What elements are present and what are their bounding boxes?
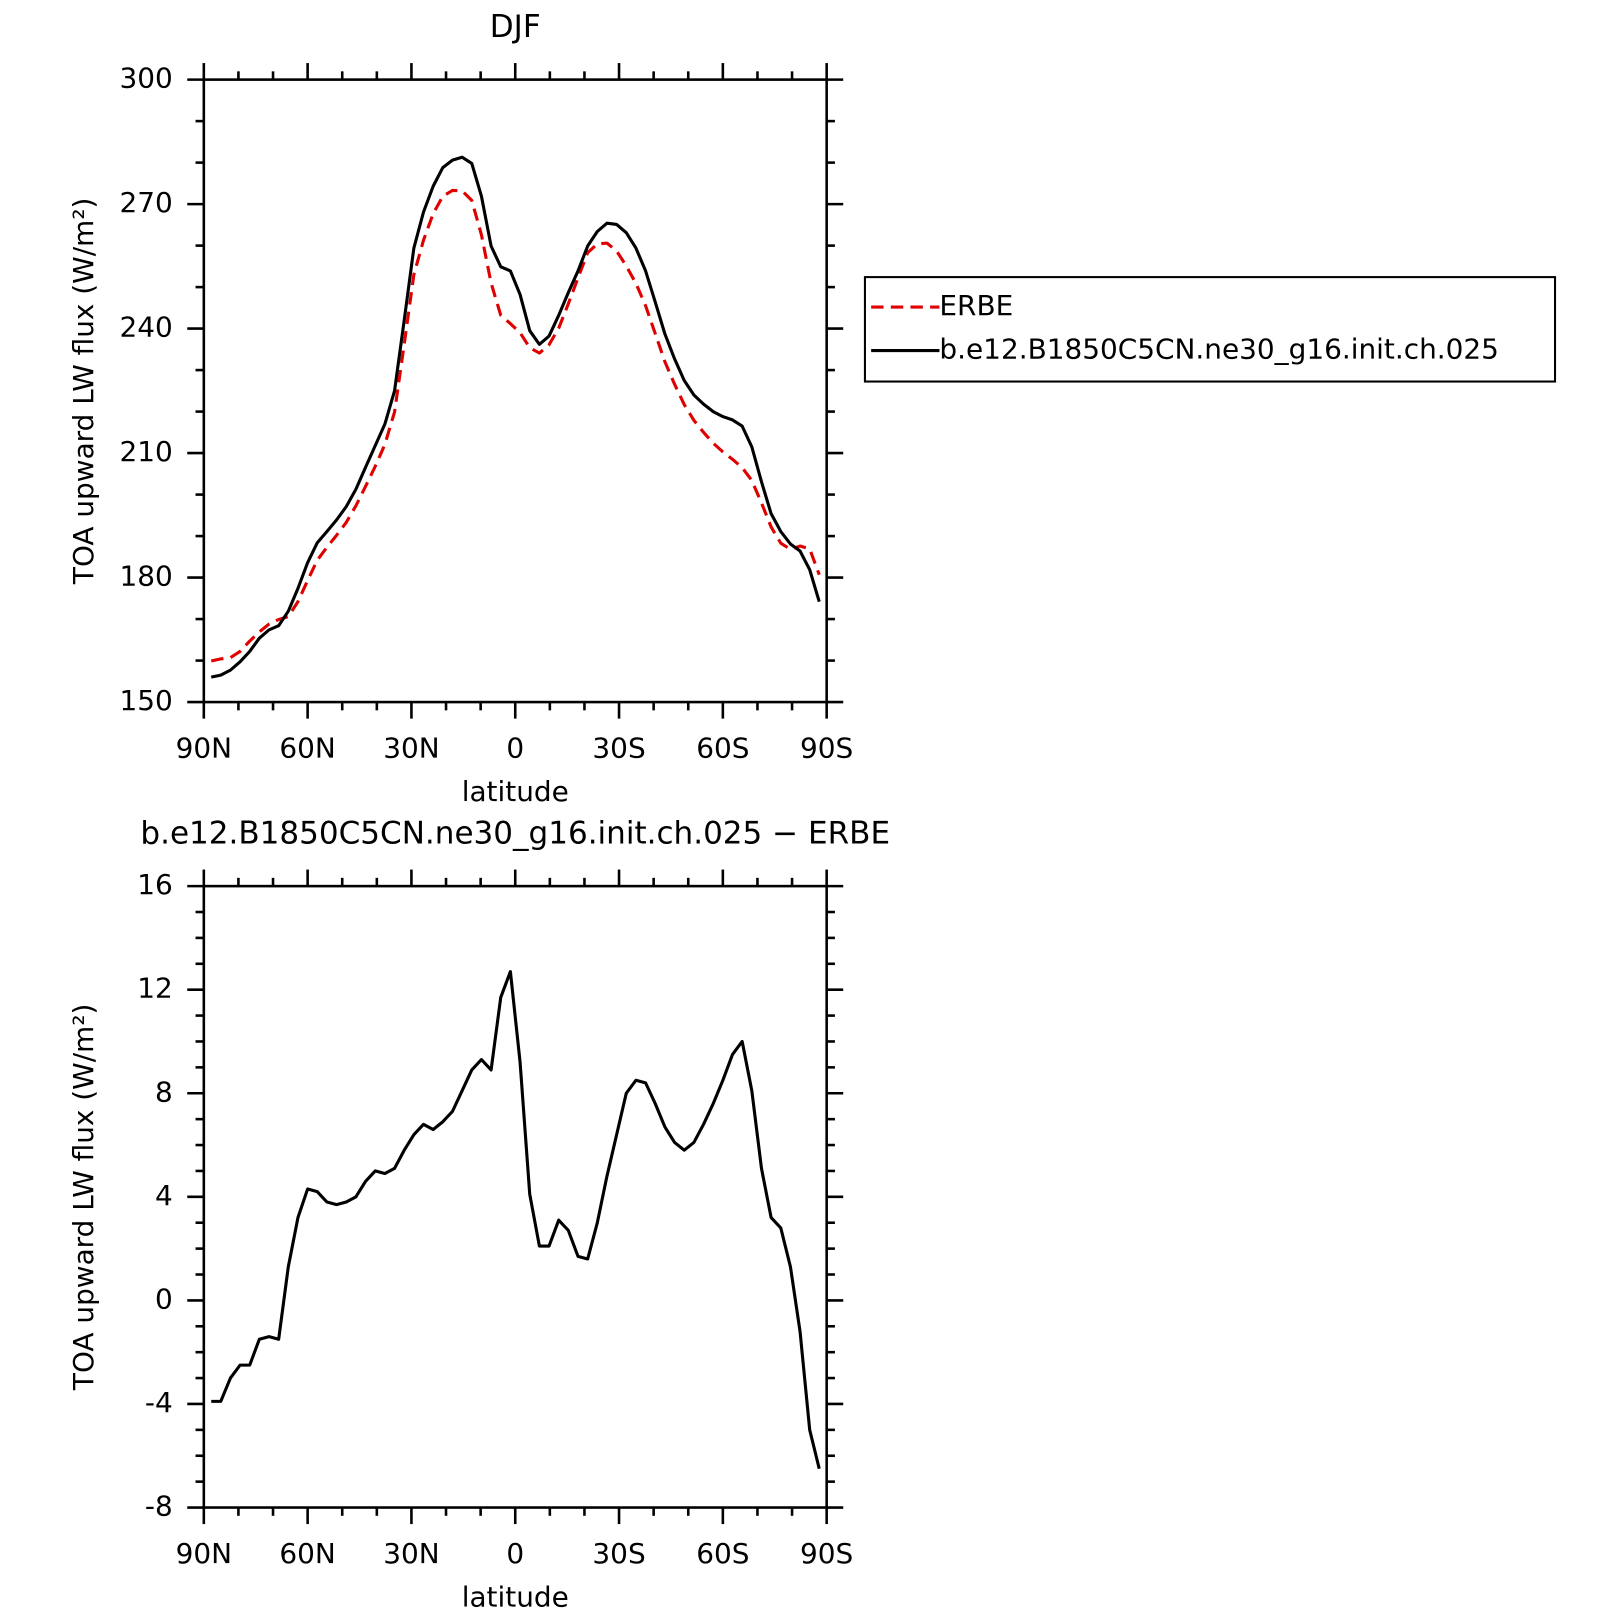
y-axis-label: TOA upward LW flux (W/m²) [67, 198, 100, 586]
x-tick-label: 90S [800, 1537, 853, 1570]
chart-title: DJF [490, 9, 541, 45]
x-tick-label: 30N [383, 1537, 439, 1570]
x-tick-label: 60S [696, 1537, 749, 1570]
x-tick-label: 90S [800, 732, 853, 765]
y-tick-label: 300 [119, 62, 172, 95]
legend-label: b.e12.B1850C5CN.ne30_g16.init.ch.025 [939, 333, 1499, 366]
y-tick-label: 150 [119, 684, 172, 717]
data-line [210, 188, 821, 663]
y-tick-label: 180 [119, 560, 172, 593]
y-tick-label: -8 [145, 1490, 173, 1523]
y-tick-label: -4 [145, 1386, 173, 1419]
plot-frame [202, 78, 828, 704]
x-tick-label: 60S [696, 732, 749, 765]
plot-frame [202, 884, 828, 1509]
x-tick-label: 30N [383, 732, 439, 765]
legend-label: ERBE [939, 289, 1013, 322]
legend-box [863, 276, 1557, 383]
chart-title: b.e12.B1850C5CN.ne30_g16.init.ch.025 − E… [140, 815, 890, 851]
y-tick-label: 8 [155, 1075, 173, 1108]
x-tick-label: 90N [176, 732, 232, 765]
y-axis-label: TOA upward LW flux (W/m²) [67, 1004, 100, 1392]
y-tick-label: 16 [137, 868, 173, 901]
y-tick-label: 12 [137, 972, 173, 1005]
y-tick-label: 270 [119, 186, 172, 219]
data-line [211, 970, 821, 1470]
x-tick-label: 0 [506, 732, 524, 765]
legend: ERBE b.e12.B1850C5CN.ne30_g16.init.ch.025 [863, 276, 1557, 383]
x-tick-label: 0 [506, 1537, 524, 1570]
y-tick-label: 4 [155, 1179, 173, 1212]
x-axis-label: latitude [462, 775, 569, 808]
x-tick-label: 30S [592, 732, 645, 765]
x-tick-label: 60N [279, 1537, 335, 1570]
y-tick-label: 0 [155, 1282, 173, 1315]
y-tick-label: 240 [119, 311, 172, 344]
x-tick-label: 90N [176, 1537, 232, 1570]
data-line [210, 155, 821, 679]
y-tick-label: 210 [119, 435, 172, 468]
x-tick-label: 30S [592, 1537, 645, 1570]
x-tick-label: 60N [279, 732, 335, 765]
x-axis-label: latitude [462, 1581, 569, 1613]
